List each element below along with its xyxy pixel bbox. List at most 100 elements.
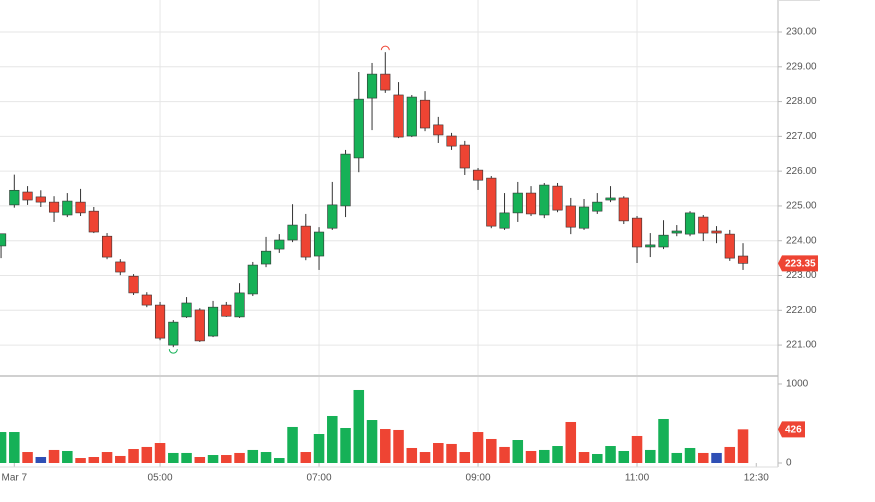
- candle-body: [578, 206, 590, 229]
- candle-body: [128, 275, 139, 294]
- volume-bar: [446, 443, 457, 463]
- volume-bar: [393, 429, 404, 463]
- last-price-badge: [778, 255, 818, 272]
- candle-body: [221, 304, 232, 317]
- candle-body: [75, 201, 86, 214]
- candle-body: [618, 197, 629, 222]
- volume-bar: [35, 456, 47, 463]
- candle-body: [565, 205, 576, 228]
- candle-body: [353, 98, 364, 159]
- volume-bar: [698, 452, 709, 463]
- candle-body: [724, 233, 735, 259]
- candle-body: [419, 99, 431, 129]
- candle-body: [711, 230, 722, 234]
- x-tick-label: 09:00: [466, 473, 491, 484]
- candle-body: [472, 169, 484, 181]
- volume-bar: [207, 455, 219, 463]
- volume-bar: [565, 421, 577, 463]
- volume-bar: [711, 452, 722, 463]
- candle-body: [274, 239, 285, 250]
- volume-bar: [88, 456, 100, 463]
- volume-bar: [115, 455, 126, 463]
- candle-body: [0, 233, 7, 247]
- volume-bar: [578, 452, 590, 463]
- volume-bar: [459, 452, 471, 463]
- candle-body: [194, 309, 205, 342]
- candle-body: [300, 225, 311, 258]
- candle-body: [684, 212, 696, 235]
- volume-bar: [539, 449, 550, 463]
- volume-bar: [724, 446, 736, 463]
- candle-body: [393, 94, 404, 138]
- candle-body: [433, 124, 444, 136]
- volume-bar: [552, 446, 563, 463]
- volume-bar: [618, 450, 630, 463]
- volume-bar: [221, 455, 232, 463]
- y-tick-label: 225.00: [786, 201, 817, 212]
- volume-bar: [499, 446, 510, 463]
- candle-body: [552, 185, 563, 211]
- candle-body: [658, 234, 669, 248]
- candle-body: [645, 244, 656, 248]
- volume-bar: [0, 432, 7, 463]
- volume-bar: [300, 452, 312, 463]
- volume-bar: [525, 450, 537, 463]
- volume-bar: [406, 447, 418, 463]
- volume-bar: [671, 452, 683, 463]
- candle-body: [260, 250, 272, 265]
- volume-bar: [592, 453, 603, 463]
- volume-bar: [327, 415, 338, 463]
- candle-body: [380, 73, 391, 91]
- volume-bar: [9, 432, 20, 463]
- x-tick-label: Mar 7: [2, 473, 28, 484]
- candle-body: [737, 255, 749, 264]
- volume-bar: [313, 434, 325, 463]
- y-tick-label: 229.00: [786, 61, 817, 72]
- volume-bar: [353, 389, 365, 463]
- y2-tick-label: 1000: [786, 379, 809, 390]
- last-price-label: 223.35: [785, 258, 816, 269]
- y-tick-label: 228.00: [786, 96, 817, 107]
- candle-body: [512, 192, 523, 214]
- candle-body: [406, 96, 417, 137]
- y-tick-label: 230.00: [786, 27, 817, 38]
- last-volume-badge: [778, 421, 805, 438]
- volume-bar: [472, 432, 484, 463]
- candle-body: [88, 210, 99, 233]
- candle-body: [247, 264, 258, 295]
- candle-body: [671, 230, 682, 234]
- candle-body: [327, 204, 338, 229]
- volume-bar: [645, 449, 656, 463]
- x-tick-label: 11:00: [625, 473, 650, 484]
- volume-bar: [631, 435, 643, 463]
- x-tick-label: 12:30: [744, 473, 769, 484]
- candle-body: [141, 294, 152, 306]
- volume-bar: [62, 450, 73, 463]
- volume-bar: [419, 452, 431, 463]
- volume-bar: [605, 446, 616, 463]
- candle-body: [698, 216, 709, 234]
- candle-body: [115, 261, 126, 273]
- candle-body: [446, 135, 457, 147]
- candle-body: [181, 302, 192, 318]
- candle-body: [605, 197, 616, 201]
- candle-body: [207, 306, 219, 337]
- candle-body: [592, 201, 603, 212]
- last-volume-label: 426: [785, 424, 802, 435]
- candle-body: [340, 153, 351, 207]
- candle-body: [22, 191, 33, 201]
- volume-bar: [274, 458, 285, 463]
- y-tick-label: 227.00: [786, 131, 817, 142]
- volume-bar: [141, 446, 153, 463]
- volume-bar: [366, 420, 378, 463]
- candle-body: [366, 73, 378, 99]
- y-tick-label: 223.00: [786, 270, 817, 281]
- candle-body: [525, 192, 537, 215]
- volume-bar: [287, 426, 298, 463]
- x-tick-label: 07:00: [307, 473, 332, 484]
- candle-body: [499, 212, 510, 229]
- candle-body: [168, 321, 179, 346]
- low-marker: [168, 349, 178, 354]
- candle-body: [313, 231, 325, 257]
